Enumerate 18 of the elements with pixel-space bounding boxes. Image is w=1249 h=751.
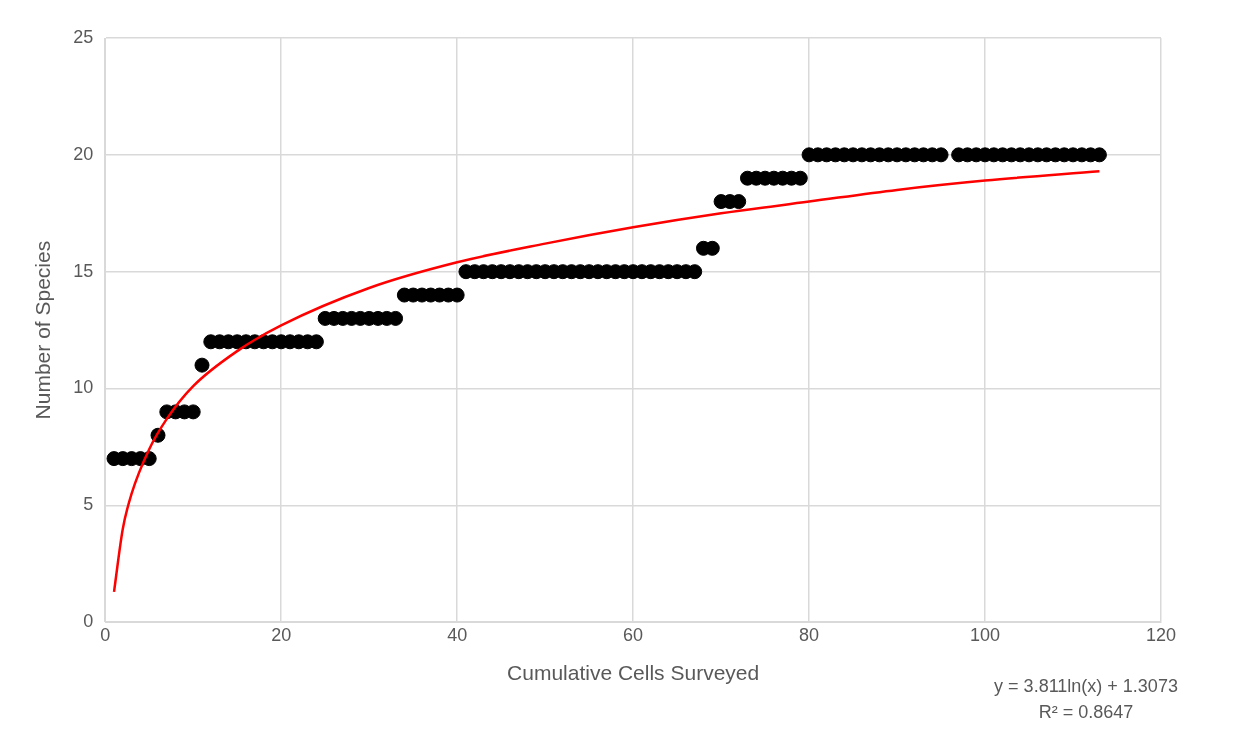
y-tick-label: 25 [73,26,94,47]
y-tick-label: 15 [73,260,94,281]
x-tick-label: 80 [799,624,820,645]
x-tick-label: 100 [970,624,1001,645]
x-tick-label: 20 [271,624,292,645]
y-tick-label: 10 [73,377,94,398]
y-tick-label: 0 [83,611,94,632]
y-axis-title: Number of Species [31,240,55,420]
x-axis-title: Cumulative Cells Surveyed [507,661,760,685]
x-tick-label: 0 [100,624,111,645]
x-tick-label: 120 [1145,624,1177,645]
y-tick-label: 20 [73,143,94,164]
x-tick-label: 40 [447,624,468,645]
text: R² = 0.8647 [1038,702,1134,723]
x-tick-label: 60 [623,624,644,645]
text: y = 3.811ln(x) + 1.3073 [994,676,1178,697]
y-tick-label: 5 [83,494,94,515]
line-series [112,169,1101,594]
